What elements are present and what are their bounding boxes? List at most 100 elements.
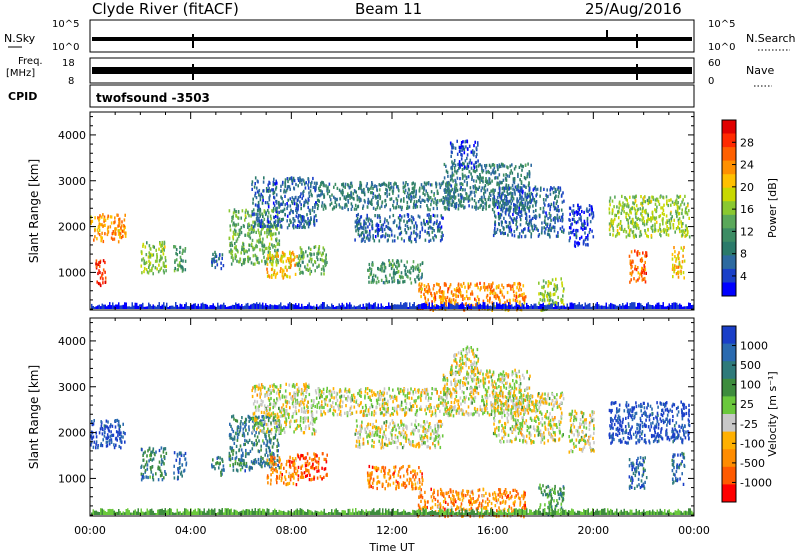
data-cell [450,203,452,207]
data-cell [376,206,379,210]
data-cell [575,234,578,238]
data-cell [360,231,363,235]
data-cell [273,195,275,199]
ground-scatter-cell [308,302,310,309]
data-cell [381,269,383,273]
ground-scatter-cell [92,306,94,309]
data-cell [385,183,388,187]
data-cell [276,213,279,217]
data-cell [95,435,98,439]
data-cell [267,454,269,458]
data-cell [461,153,463,157]
data-cell [261,259,263,263]
data-cell [460,186,462,190]
data-cell [270,453,273,457]
ground-scatter-cell [239,305,241,309]
data-cell [630,250,633,254]
data-cell [484,179,487,183]
data-cell [270,217,272,221]
data-cell [481,176,483,180]
data-cell [465,145,467,149]
data-cell [573,220,576,224]
data-cell [413,195,415,199]
ground-scatter-cell [236,303,238,309]
data-cell [315,184,317,188]
data-cell [261,244,263,248]
data-cell [287,259,290,263]
data-cell [467,165,470,169]
data-cell [499,298,501,302]
data-cell [623,227,626,232]
data-cell [101,432,104,436]
data-cell [410,215,413,219]
data-cell [519,178,521,182]
data-cell [439,226,442,231]
data-cell [675,272,678,276]
data-cell [507,187,509,191]
data-cell [391,239,394,243]
ground-scatter-cell [476,302,478,309]
data-cell [286,185,289,189]
data-cell [276,271,279,275]
data-cell [267,183,269,187]
data-cell [271,262,273,266]
data-cell [257,222,260,226]
data-cell [627,233,630,237]
data-cell [275,232,277,236]
data-cell [643,196,645,200]
data-cell [488,285,491,289]
data-cell [448,181,450,185]
ground-scatter-cell [454,305,456,309]
data-cell [249,257,251,261]
data-cell [111,232,114,236]
data-cell [314,186,316,190]
data-cell [103,219,105,223]
data-cell [256,416,259,420]
data-cell [511,192,513,196]
freq-trace [92,67,692,74]
noise-right-tick-top: 10^5 [708,19,735,30]
data-cell [571,217,574,221]
data-cell [513,230,516,234]
data-cell [299,176,301,180]
data-cell [245,249,248,253]
data-cell [678,217,681,221]
data-cell [304,198,307,202]
data-cell [112,231,115,235]
data-cell [405,265,407,269]
ground-scatter-cell [583,306,585,309]
data-cell [577,241,579,245]
ground-scatter-cell [185,302,187,309]
data-cell [272,189,275,193]
data-cell [407,183,409,187]
data-cell [523,298,526,303]
colorbar-segment [722,160,736,175]
data-cell [419,205,422,209]
data-cell [454,189,457,193]
ground-scatter-cell [403,303,405,309]
ground-scatter-cell [184,304,186,309]
data-cell [551,278,554,282]
data-cell [155,472,157,476]
data-cell [364,239,366,243]
ground-scatter-cell [668,303,670,309]
data-cell [293,258,295,262]
data-cell [550,226,553,230]
data-cell [414,203,416,207]
data-cell [317,198,320,203]
data-cell [349,196,351,200]
data-cell [395,264,397,268]
data-cell [518,206,520,210]
data-cell [294,272,297,276]
data-cell [518,210,520,214]
data-cell [383,269,385,273]
data-cell [513,203,515,207]
data-cell [103,434,106,438]
data-cell [541,221,543,225]
ground-scatter-cell [530,304,532,309]
ground-scatter-cell [304,306,306,309]
ground-scatter-cell [175,302,177,309]
data-cell [482,299,485,303]
data-cell [474,194,476,198]
data-cell [316,257,319,262]
